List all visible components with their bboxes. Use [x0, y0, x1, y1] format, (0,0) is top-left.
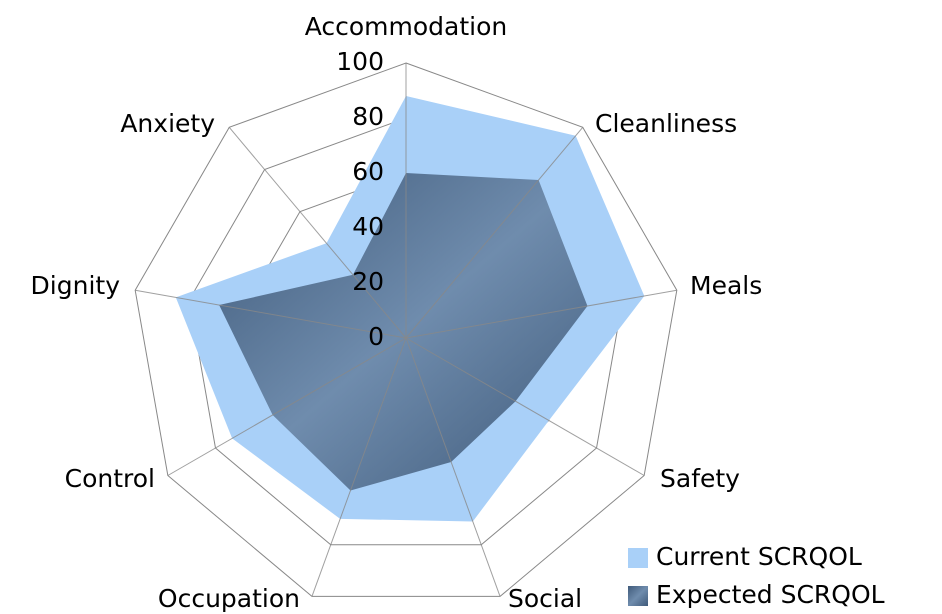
axis-label: Safety [660, 464, 740, 493]
grid-line [134, 62, 678, 597]
spoke [228, 127, 407, 339]
tick-label: 20 [352, 267, 384, 296]
axis-label: Social [508, 584, 582, 613]
tick-label: 80 [352, 102, 384, 131]
tick-label: 100 [336, 47, 384, 76]
labels: Accommodation Cleanliness Meals Safety Socia… [31, 12, 763, 613]
spoke [405, 289, 677, 339]
spokes [135, 63, 677, 597]
tick-label: 40 [352, 212, 384, 241]
axis-label: Occupation [158, 584, 300, 613]
spoke [311, 337, 407, 597]
axis-label: Accommodation [305, 12, 508, 41]
axis-label: Anxiety [120, 109, 215, 138]
legend-swatch [628, 548, 648, 568]
tick-label: 60 [352, 157, 384, 186]
areas [175, 96, 645, 522]
axis-label: Control [65, 464, 155, 493]
axis-label: Cleanliness [595, 109, 737, 138]
spoke [405, 337, 645, 476]
legend-label: Expected SCRQOL [656, 580, 885, 609]
legend-label: Current SCRQOL [656, 542, 862, 571]
spoke [167, 337, 407, 476]
spoke [135, 289, 407, 339]
radar-area [219, 173, 588, 491]
spoke [405, 337, 501, 597]
legend-swatch [628, 586, 648, 606]
axis-label: Meals [690, 271, 762, 300]
tick-label: 0 [368, 322, 384, 351]
spoke [405, 127, 584, 339]
axis-label: Dignity [31, 271, 121, 300]
